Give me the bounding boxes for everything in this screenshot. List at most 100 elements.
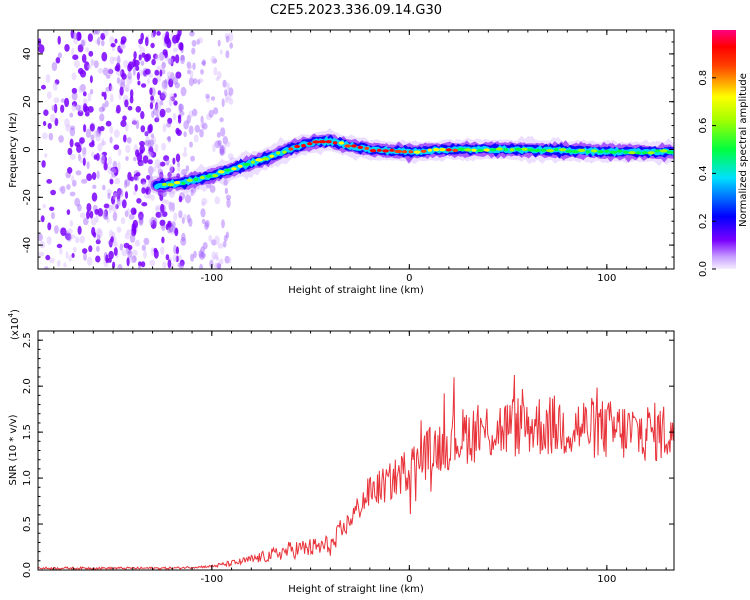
noise-speck	[138, 261, 142, 267]
noise-speck	[150, 247, 155, 256]
ridge-peak	[282, 150, 287, 154]
noise-speck	[126, 75, 133, 85]
noise-speck	[188, 77, 194, 87]
noise-speck	[77, 67, 84, 75]
noise-speck	[67, 167, 73, 174]
noise-speck	[121, 199, 127, 209]
noise-speck	[200, 246, 206, 254]
noise-speck	[87, 92, 92, 102]
ridge-peak	[413, 150, 421, 154]
noise-speck	[98, 106, 105, 113]
noise-speck	[154, 159, 161, 169]
noise-speck	[90, 134, 95, 141]
noise-speck	[77, 225, 82, 235]
noise-speck	[197, 79, 201, 85]
noise-speck	[96, 170, 100, 179]
noise-speck	[137, 265, 142, 269]
noise-speck	[161, 62, 165, 71]
noise-speck	[228, 32, 234, 42]
noise-speck	[96, 229, 103, 239]
noise-speck	[72, 32, 78, 40]
noise-speck	[91, 192, 98, 202]
noise-speck	[142, 155, 149, 164]
noise-speck	[199, 263, 203, 269]
noise-speck	[117, 46, 123, 52]
noise-speck	[148, 165, 154, 175]
noise-speck	[149, 101, 154, 110]
noise-speck	[224, 141, 231, 148]
noise-speck	[192, 78, 198, 84]
noise-speck	[172, 34, 178, 44]
noise-speck	[220, 127, 226, 137]
noise-speck	[189, 30, 195, 37]
noise-speck	[225, 50, 230, 59]
noise-speck	[167, 117, 173, 125]
noise-speck	[102, 67, 109, 76]
noise-speck	[85, 128, 91, 138]
noise-speck	[222, 145, 227, 155]
noise-speck	[149, 87, 153, 96]
noise-speck	[169, 166, 175, 173]
noise-speck	[65, 232, 72, 241]
ridge-peak	[623, 150, 629, 154]
noise-speck	[89, 75, 93, 84]
noise-speck	[135, 120, 140, 130]
noise-speck	[38, 251, 45, 257]
noise-speck	[183, 214, 187, 220]
noise-speck	[148, 73, 154, 78]
noise-speck	[170, 225, 174, 233]
noise-speck	[90, 58, 94, 66]
noise-speck	[146, 175, 151, 180]
noise-speck	[45, 254, 51, 261]
noise-speck	[108, 250, 114, 260]
noise-speck	[123, 59, 129, 68]
noise-speck	[160, 246, 165, 255]
noise-speck	[102, 210, 109, 220]
noise-speck	[49, 206, 55, 211]
ridge-peak	[521, 147, 528, 151]
noise-speck	[64, 118, 70, 127]
noise-speck	[81, 39, 87, 46]
noise-speck	[191, 47, 196, 55]
noise-speck	[72, 179, 77, 187]
noise-speck	[201, 123, 205, 129]
noise-speck	[80, 39, 85, 48]
noise-speck	[79, 84, 86, 92]
noise-speck	[209, 259, 214, 268]
spectrogram-ridge	[147, 128, 674, 196]
noise-speck	[116, 226, 122, 233]
noise-speck	[138, 54, 142, 61]
noise-speck	[135, 172, 141, 177]
noise-speck	[172, 47, 178, 52]
ridge-peak	[364, 146, 370, 150]
noise-speck	[82, 91, 87, 97]
noise-speck	[42, 204, 46, 209]
noise-speck	[190, 187, 197, 194]
noise-speck	[101, 51, 108, 62]
noise-speck	[171, 202, 175, 212]
noise-speck	[174, 54, 180, 64]
noise-speck	[42, 132, 48, 140]
noise-speck	[190, 155, 196, 162]
snr-x-label: Height of straight line (km)	[288, 584, 424, 595]
noise-speck	[156, 114, 160, 123]
noise-speck	[152, 53, 158, 60]
noise-speck	[60, 104, 65, 113]
noise-speck	[211, 251, 216, 261]
noise-speck	[109, 125, 114, 134]
noise-speck	[84, 61, 90, 71]
noise-speck	[147, 159, 153, 165]
noise-speck	[125, 144, 131, 153]
noise-speck	[111, 167, 117, 174]
colorbar-ticks: 0.0 0.2 0.4 0.6 0.8	[698, 70, 716, 277]
noise-speck	[217, 71, 222, 80]
ridge-peak	[382, 149, 389, 153]
noise-speck	[156, 65, 161, 71]
noise-speck	[124, 179, 128, 189]
ridge-peak	[357, 145, 364, 149]
noise-speck	[64, 97, 70, 108]
noise-speck	[219, 258, 224, 265]
noise-speck	[73, 60, 80, 68]
ridge-peak	[186, 178, 193, 182]
ridge-peak	[199, 176, 205, 180]
